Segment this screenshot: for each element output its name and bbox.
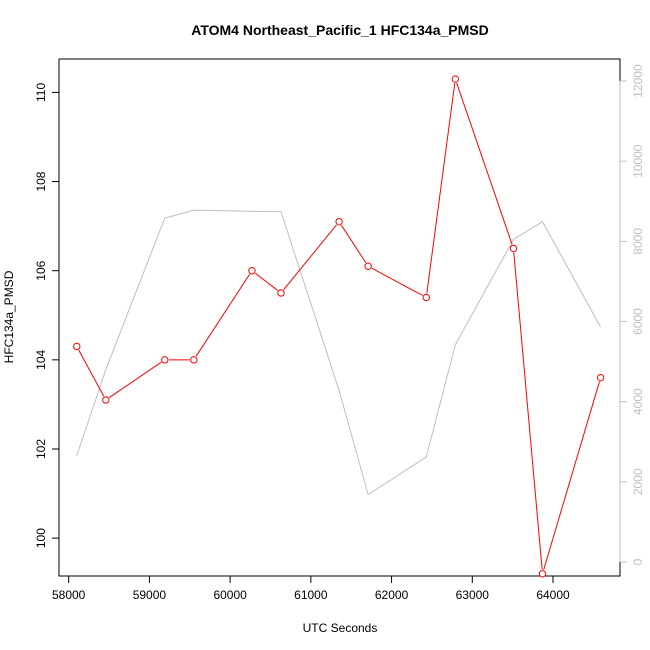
y-tick-label: 110 <box>34 83 48 102</box>
x-tick-label: 61000 <box>294 588 328 602</box>
y2-tick-label: 6000 <box>631 308 645 335</box>
data-point <box>248 267 256 275</box>
series-segment-left <box>456 82 513 245</box>
data-point <box>451 75 460 83</box>
x-tick-label: 62000 <box>375 588 409 602</box>
x-tick-label: 58000 <box>52 588 86 602</box>
data-point <box>277 289 285 297</box>
series-segment-left <box>426 83 456 294</box>
x-tick-label: 64000 <box>536 588 570 602</box>
series-segment-left <box>254 272 278 291</box>
data-point <box>422 293 430 302</box>
y2-tick-label: 8000 <box>631 228 645 255</box>
series-line-right <box>76 209 602 496</box>
data-point <box>509 244 518 253</box>
y2-tick-label: 12000 <box>631 64 645 98</box>
data-point <box>73 342 81 351</box>
data-point <box>161 356 169 364</box>
series-layer <box>73 75 605 578</box>
x-tick-label: 60000 <box>213 588 247 602</box>
y2-tick-label: 10000 <box>631 144 645 178</box>
y-tick-label: 102 <box>34 439 48 459</box>
x-axis: 58000 59000 60000 61000 62000 63000 64000 <box>52 575 570 602</box>
x-axis-label: UTC Seconds <box>303 621 378 635</box>
y-tick-label: 108 <box>34 171 48 191</box>
data-point <box>190 356 198 364</box>
data-point <box>102 396 110 404</box>
series-segment-left <box>109 361 162 399</box>
series-segment-left <box>340 224 367 264</box>
y2-tick-label: 4000 <box>631 388 645 415</box>
chart-title: ATOM4 Northeast_Pacific_1 HFC134a_PMSD <box>191 22 488 38</box>
data-point <box>596 373 605 382</box>
y-tick-label: 100 <box>34 528 48 548</box>
x-tick-label: 59000 <box>133 588 167 602</box>
x-tick-label: 63000 <box>456 588 490 602</box>
series-segment-left <box>283 224 337 291</box>
y2-tick-label: 0 <box>631 558 645 565</box>
y-tick-label: 104 <box>34 350 48 370</box>
data-point <box>538 570 547 578</box>
y-axis-label: HFC134a_PMSD <box>2 270 16 363</box>
series-segment-left <box>371 267 423 296</box>
series-segment-left <box>195 273 251 357</box>
y-tick-label: 106 <box>34 260 48 280</box>
data-point <box>364 262 372 270</box>
y-axis-right: 0 2000 4000 6000 8000 10000 12000 <box>619 64 645 565</box>
series-segment-left <box>543 381 600 570</box>
series-segment-left <box>78 349 105 397</box>
data-point <box>335 217 343 226</box>
y-axis-left: 100 102 104 106 108 110 <box>34 83 60 548</box>
series-segment-left <box>513 252 543 570</box>
y2-tick-label: 2000 <box>631 468 645 495</box>
